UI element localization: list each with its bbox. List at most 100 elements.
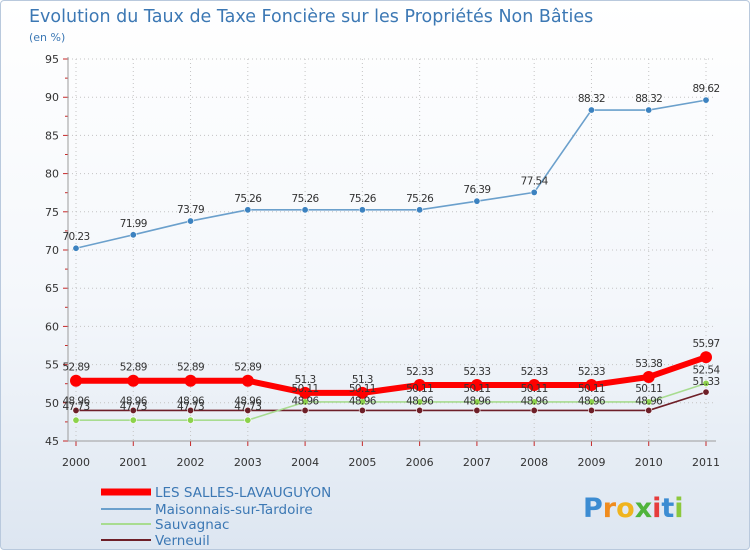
data-label: 51.3: [295, 374, 316, 386]
data-point: [72, 244, 80, 252]
data-label: 52.89: [120, 362, 147, 374]
data-point: [416, 406, 424, 414]
logo-letter: i: [652, 493, 661, 524]
legend-label: Sauvagnac: [155, 517, 229, 533]
y-tick-label: 60: [45, 320, 59, 333]
data-label: 48.96: [635, 395, 663, 407]
y-tick-label: 85: [45, 129, 59, 142]
data-label: 76.39: [463, 184, 490, 196]
series-line-maisonnais-sur-tardoire: [75, 99, 707, 250]
data-label: 50.11: [292, 383, 319, 395]
data-point: [299, 386, 312, 399]
x-tick-label: 2008: [520, 456, 548, 469]
data-point: [530, 398, 538, 406]
data-point: [244, 406, 252, 414]
data-label: 50.11: [521, 383, 548, 395]
series-line-les-salles-lavauguyon: [76, 354, 707, 396]
data-label: 77.54: [521, 175, 549, 187]
data-label: 52.33: [463, 366, 490, 378]
data-label: 48.96: [578, 395, 606, 407]
data-point: [702, 96, 710, 104]
data-label: 51.33: [692, 376, 719, 388]
data-point: [530, 188, 538, 196]
x-tick-label: 2006: [406, 456, 434, 469]
data-point: [702, 379, 710, 387]
data-label: 53.38: [635, 358, 662, 370]
data-label: 70.23: [62, 231, 89, 243]
data-point: [473, 197, 481, 205]
x-tick-label: 2011: [692, 456, 720, 469]
data-point: [244, 206, 252, 214]
data-label: 48.96: [521, 395, 549, 407]
data-label: 48.96: [177, 395, 205, 407]
data-point: [473, 406, 481, 414]
grid: [68, 58, 716, 442]
legend-label: Verneuil: [155, 533, 210, 549]
data-label: 50.11: [406, 383, 433, 395]
logo-letter: x: [635, 493, 652, 524]
data-label: 71.99: [120, 218, 147, 230]
data-label: 47.73: [120, 401, 147, 413]
logo-letter: o: [616, 493, 635, 524]
data-label: 89.62: [692, 83, 719, 95]
data-point: [413, 378, 426, 391]
data-point: [358, 206, 366, 214]
data-label: 52.33: [578, 366, 605, 378]
data-point: [645, 398, 653, 406]
data-label: 48.96: [349, 395, 377, 407]
data-label: 48.96: [292, 395, 320, 407]
data-point: [184, 374, 197, 387]
data-point: [470, 378, 483, 391]
data-label: 88.32: [578, 93, 605, 105]
data-label: 75.26: [292, 193, 320, 205]
series-line-verneuil: [76, 391, 707, 412]
logo-letter: r: [603, 493, 617, 524]
data-point: [645, 106, 653, 114]
data-label: 73.79: [177, 204, 204, 216]
series-points: [70, 96, 712, 424]
y-tick-label: 70: [45, 244, 59, 257]
data-point: [241, 374, 254, 387]
x-tick-label: 2007: [463, 456, 491, 469]
logo-letter: P: [583, 493, 603, 524]
data-label: 75.26: [234, 193, 262, 205]
x-tick-label: 2005: [348, 456, 376, 469]
x-tick-label: 2009: [577, 456, 605, 469]
data-label: 50.11: [578, 383, 605, 395]
data-point: [70, 374, 82, 387]
data-label: 48.96: [234, 395, 262, 407]
data-point: [127, 374, 140, 387]
x-tick-label: 2003: [234, 456, 262, 469]
data-label: 55.97: [692, 338, 719, 350]
data-label: 47.73: [62, 401, 89, 413]
data-label: 50.11: [349, 383, 376, 395]
data-point: [587, 406, 595, 414]
y-tick-label: 95: [45, 53, 59, 66]
data-labels: 51.33 47.73 47.73 47.73 47.73 50.11 50.11 50.11…: [62, 83, 721, 413]
data-point: [72, 416, 80, 424]
data-label: 88.32: [635, 93, 662, 105]
series-lines: [75, 99, 707, 421]
data-point: [129, 231, 137, 239]
data-point: [187, 406, 195, 414]
data-point: [244, 416, 252, 424]
data-label: 48.96: [62, 395, 90, 407]
data-label: 50.11: [463, 383, 490, 395]
data-point: [187, 416, 195, 424]
data-label: 52.89: [62, 362, 89, 374]
x-tick-label: 2010: [635, 456, 663, 469]
y-tick-label: 75: [45, 206, 59, 219]
data-point: [301, 406, 309, 414]
x-tick-label: 2001: [119, 456, 147, 469]
data-point: [473, 398, 481, 406]
data-label: 48.96: [406, 395, 434, 407]
data-point: [301, 206, 309, 214]
data-label: 52.33: [406, 366, 433, 378]
legend-label: LES SALLES-LAVAUGUYON: [155, 485, 331, 501]
data-point: [356, 386, 369, 399]
x-tick-label: 2004: [291, 456, 319, 469]
logo-letter: i: [674, 493, 683, 524]
data-point: [585, 378, 598, 391]
data-label: 48.96: [463, 395, 491, 407]
